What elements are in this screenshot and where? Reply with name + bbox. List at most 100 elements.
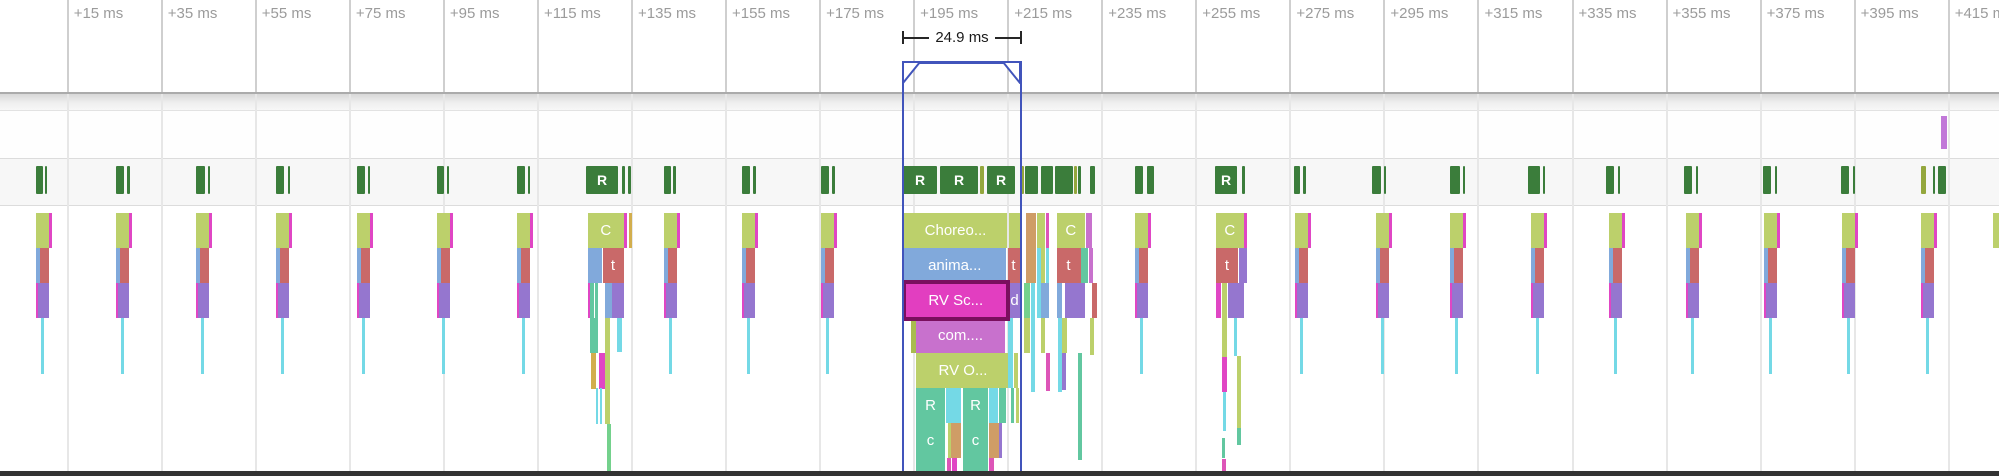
flame-dangle[interactable] [590, 353, 596, 389]
flame-slice-sliver[interactable] [1531, 213, 1544, 248]
flame-slice-sliver[interactable] [441, 248, 450, 283]
raster-event-tick[interactable] [1938, 166, 1946, 194]
flame-dangle[interactable] [1300, 318, 1303, 374]
flame-slice-sliver[interactable] [1450, 248, 1454, 283]
flame-slice-sliver[interactable] [1081, 248, 1088, 283]
raster-event-tick[interactable] [1303, 166, 1306, 194]
raster-event-tick[interactable] [208, 166, 210, 194]
raster-event-tick[interactable] [1372, 166, 1381, 194]
raster-event-tick[interactable] [36, 166, 43, 194]
flame-slice-sliver[interactable] [1686, 213, 1699, 248]
flame-slice-sliver[interactable] [1764, 213, 1777, 248]
flame-slice-sliver[interactable] [1609, 248, 1613, 283]
flame-dangle[interactable] [605, 318, 610, 424]
flame-slice-sliver[interactable] [196, 283, 198, 318]
flame-slice-sliver[interactable] [1378, 283, 1389, 318]
raster-event-tick[interactable] [1775, 166, 1777, 194]
flame-slice-sliver[interactable] [517, 283, 519, 318]
raster-event-tick[interactable] [628, 166, 631, 194]
raster-event-tick[interactable] [1543, 166, 1545, 194]
flame-slice-sliver[interactable] [1056, 283, 1062, 318]
flame-slice[interactable]: R [916, 388, 945, 423]
flame-slice-sliver[interactable] [1380, 248, 1389, 283]
flame-slice-sliver[interactable] [1764, 283, 1766, 318]
flame-slice-sliver[interactable] [1216, 283, 1221, 318]
selection-right-handle[interactable] [1000, 61, 1021, 89]
flame-slice-sliver[interactable] [1026, 213, 1036, 248]
flame-dangle[interactable] [1926, 318, 1929, 374]
flame-dangle[interactable] [121, 318, 124, 374]
flame-slice-sliver[interactable] [521, 248, 530, 283]
flame-dangle[interactable] [362, 318, 365, 374]
flame-slice-sliver[interactable] [1613, 248, 1622, 283]
flame-slice-sliver[interactable] [1454, 248, 1463, 283]
flame-slice-sliver[interactable] [437, 248, 441, 283]
flame-slice-sliver[interactable] [1088, 248, 1093, 283]
raster-event-tick[interactable] [1853, 166, 1855, 194]
flame-slice-sliver[interactable] [1135, 283, 1137, 318]
flame-slice-sliver[interactable] [1544, 213, 1547, 248]
flame-slice-sliver[interactable] [1037, 213, 1045, 248]
raster-event-tick[interactable] [980, 166, 984, 194]
flame-slice-sliver[interactable] [1535, 248, 1544, 283]
flame-slice-sliver[interactable] [519, 283, 530, 318]
flame-slice-sliver[interactable] [755, 213, 758, 248]
empty-track-mark[interactable] [1941, 116, 1947, 149]
flame-slice-sliver[interactable] [36, 283, 38, 318]
flame-slice-sliver[interactable] [1010, 388, 1014, 423]
flame-slice-sliver[interactable] [1842, 248, 1846, 283]
flame-slice-sliver[interactable] [209, 213, 212, 248]
flame-slice-sliver[interactable] [590, 283, 594, 318]
flame-slice-sliver[interactable] [834, 213, 837, 248]
raster-event-tick[interactable] [1384, 166, 1386, 194]
flame-slice-sliver[interactable] [1030, 283, 1035, 318]
flame-slice[interactable]: c [963, 423, 988, 458]
flame-slice-sliver[interactable] [276, 248, 280, 283]
flame-slice[interactable]: d [1009, 283, 1020, 318]
flame-slice-sliver[interactable] [276, 283, 278, 318]
flame-dangle[interactable] [747, 318, 750, 374]
flame-slice-sliver[interactable] [1764, 248, 1768, 283]
flame-slice-sliver[interactable] [1137, 283, 1148, 318]
flame-dangle[interactable] [1614, 318, 1617, 374]
flame-slice-sliver[interactable] [1045, 248, 1049, 283]
flame-slice-sliver[interactable] [1450, 283, 1452, 318]
flame-slice-sliver[interactable] [1299, 248, 1308, 283]
flame-slice-sliver[interactable] [196, 213, 209, 248]
flame-slice-sliver[interactable] [1688, 283, 1699, 318]
flame-slice-sliver[interactable] [742, 283, 744, 318]
flame-slice-sliver[interactable] [1923, 283, 1934, 318]
flame-slice-sliver[interactable] [1295, 213, 1308, 248]
flame-slice-sliver[interactable] [825, 248, 834, 283]
flame-slice-sliver[interactable] [1609, 283, 1611, 318]
flame-slice-sliver[interactable] [49, 213, 52, 248]
flame-dangle[interactable] [590, 318, 598, 353]
flame-slice-sliver[interactable] [623, 213, 627, 248]
flame-slice-sliver[interactable] [1227, 283, 1244, 318]
flame-slice-sliver[interactable] [1925, 248, 1934, 283]
raster-event-tick[interactable] [196, 166, 205, 194]
raster-event-tick[interactable] [673, 166, 676, 194]
raster-event-tick[interactable] [1294, 166, 1300, 194]
raster-event-tick[interactable] [742, 166, 750, 194]
raster-event-tick[interactable] [1528, 166, 1540, 194]
raster-event-tick[interactable] [1147, 166, 1154, 194]
selection-left-handle[interactable] [902, 61, 923, 89]
flame-slice-sliver[interactable] [129, 213, 132, 248]
flame-slice-sliver[interactable] [1014, 353, 1018, 388]
flame-slice-sliver[interactable] [1308, 213, 1311, 248]
flame-slice-sliver[interactable] [1768, 248, 1777, 283]
flame-slice-sliver[interactable] [1295, 283, 1297, 318]
flame-slice-sliver[interactable] [1024, 318, 1030, 353]
empty-track[interactable] [0, 111, 1999, 159]
flame-slice-sliver[interactable] [276, 213, 289, 248]
raster-event-tick[interactable] [1696, 166, 1698, 194]
flame-slice-sliver[interactable] [999, 388, 1006, 423]
flame-slice-sliver[interactable] [1036, 248, 1041, 283]
raster-event-tick[interactable] [1135, 166, 1143, 194]
flame-slice-sliver[interactable] [1062, 318, 1067, 353]
flame-slice-sliver[interactable] [200, 248, 209, 283]
raster-event-tick[interactable] [437, 166, 444, 194]
flame-dangle[interactable] [599, 353, 605, 389]
flame-slice-sliver[interactable] [1686, 283, 1688, 318]
